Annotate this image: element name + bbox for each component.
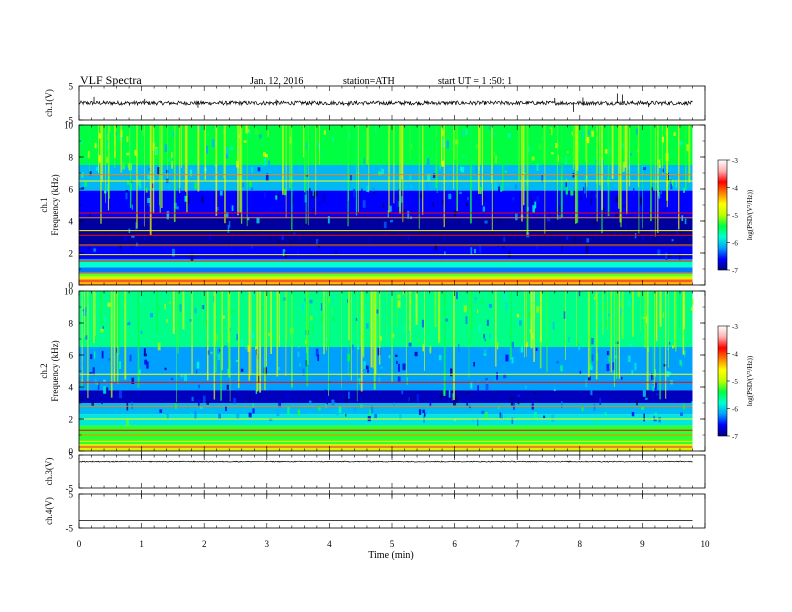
x-tick-label: 2 — [202, 539, 207, 549]
y-tick-label: 0 — [69, 281, 74, 291]
figure-title: VLF Spectra — [80, 73, 142, 87]
y-tick-label: -5 — [66, 484, 74, 494]
station-label: station=ATH — [343, 76, 395, 87]
colorbar-scale — [717, 325, 728, 437]
ch2-spectrogram-image — [79, 291, 694, 451]
frequency-axis-label: Frequency (kHz) — [50, 174, 60, 235]
colorbar: -3 -4 -5 -6 -7 log(PSD/(V²/Hz)) — [717, 323, 754, 441]
y-tick-label: 4 — [69, 383, 74, 393]
y-tick-label: 4 — [69, 217, 74, 227]
date-label: Jan. 12, 2016 — [250, 76, 303, 87]
channel-label: ch.2 — [39, 363, 49, 378]
frequency-axis-label: Frequency (kHz) — [50, 340, 60, 401]
ch1-waveform-trace — [78, 99, 693, 107]
ch1-waveform-panel: 5 -5 ch.1(V) — [44, 82, 706, 126]
spectro-band — [79, 403, 693, 415]
spectro-band — [79, 267, 693, 274]
spectro-band — [79, 445, 693, 451]
colorbar-tick-label: -7 — [732, 433, 738, 441]
y-tick-label: 6 — [69, 185, 74, 195]
x-tick-label: 9 — [640, 539, 645, 549]
ch1-spectrogram-panel: 0 2 4 6 8 10 ch.1 Frequency (kHz) — [39, 121, 706, 291]
spectro-band — [79, 165, 693, 191]
spectro-band — [79, 347, 693, 371]
x-tick-label: 6 — [452, 539, 457, 549]
y-tick-label: 8 — [69, 153, 74, 163]
x-tick-label: 1 — [139, 539, 144, 549]
colorbar-tick-label: -3 — [732, 157, 738, 165]
ch3-waveform-panel: 5 -5 ch.3(V) — [44, 451, 706, 494]
spectro-band — [79, 390, 693, 403]
spectro-band — [79, 371, 693, 391]
channel-label: ch.4(V) — [44, 497, 54, 525]
colorbar-label: log(PSD/(V²/Hz)) — [746, 189, 754, 240]
colorbar-scale — [717, 159, 728, 271]
spectro-band — [79, 259, 693, 268]
x-tick-label: 4 — [327, 539, 332, 549]
y-tick-label: 5 — [69, 451, 74, 461]
x-tick-label: 3 — [265, 539, 270, 549]
colorbar-tick-label: -6 — [732, 406, 738, 414]
channel-label: ch.3(V) — [44, 458, 54, 486]
ch2-spectrogram-panel: 0 2 4 6 8 10 ch.2 Frequency (kHz) — [39, 287, 706, 457]
x-tick-label: 5 — [390, 539, 395, 549]
spectro-band — [79, 291, 693, 347]
x-tick-label: 8 — [578, 539, 583, 549]
spectro-band — [79, 190, 693, 218]
y-tick-label: -5 — [66, 116, 74, 126]
y-tick-label: 10 — [64, 287, 74, 297]
y-tick-label: 10 — [64, 121, 74, 131]
x-tick-label: 7 — [515, 539, 520, 549]
colorbar-label: log(PSD/(V²/Hz)) — [746, 355, 754, 406]
y-tick-label: 6 — [69, 351, 74, 361]
spectro-band — [79, 246, 693, 260]
colorbars: -3 -4 -5 -6 -7 log(PSD/(V²/Hz)) -3 -4 -5 -6 -7 log(… — [717, 157, 754, 441]
colorbar-tick-label: -4 — [732, 185, 738, 193]
y-tick-label: 2 — [69, 415, 74, 425]
colorbar-tick-label: -3 — [732, 323, 738, 331]
colorbar-tick-label: -5 — [732, 212, 738, 220]
time-axis-label: Time (min) — [368, 550, 413, 561]
spectro-band — [79, 279, 693, 285]
y-tick-label: 5 — [69, 82, 74, 92]
spectro-band — [79, 414, 693, 426]
y-tick-label: 0 — [69, 447, 74, 457]
channel-label: ch.1(V) — [44, 89, 54, 117]
colorbar-tick-label: -7 — [732, 267, 738, 275]
ch4-waveform-frame — [78, 493, 706, 529]
ch1-spectrogram-image — [79, 125, 693, 285]
start-ut-label: start UT = 1 :50: 1 — [438, 76, 512, 87]
x-tick-label: 10 — [701, 539, 711, 549]
y-tick-label: 8 — [69, 319, 74, 329]
colorbar-tick-label: -6 — [732, 240, 738, 248]
y-tick-label: 5 — [69, 490, 74, 500]
time-axis: 0 1 2 3 4 5 6 7 8 9 10 — [77, 539, 710, 549]
y-tick-label: 2 — [69, 249, 74, 259]
colorbar: -3 -4 -5 -6 -7 log(PSD/(V²/Hz)) — [717, 157, 754, 275]
colorbar-tick-label: -4 — [732, 351, 738, 359]
y-tick-label: -5 — [66, 524, 74, 534]
channel-label: ch.1 — [39, 197, 49, 212]
x-tick-label: 0 — [77, 539, 82, 549]
ch3-waveform-trace — [78, 460, 693, 463]
colorbar-tick-label: -5 — [732, 378, 738, 386]
ch4-waveform-panel: 5 -5 ch.4(V) — [44, 490, 706, 534]
